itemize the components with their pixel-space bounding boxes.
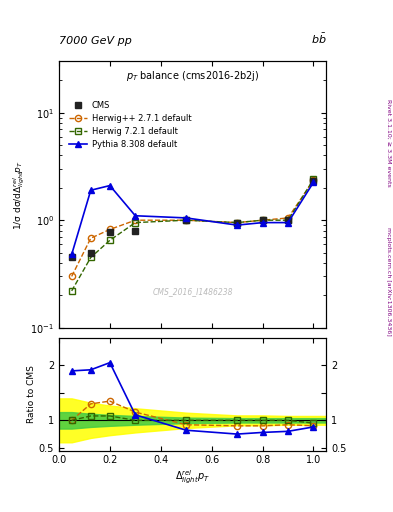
X-axis label: $\Delta^{rel}_{light}p_T$: $\Delta^{rel}_{light}p_T$ xyxy=(175,468,210,485)
Y-axis label: Ratio to CMS: Ratio to CMS xyxy=(27,365,36,423)
Text: Rivet 3.1.10; ≥ 3.3M events: Rivet 3.1.10; ≥ 3.3M events xyxy=(386,99,391,187)
Text: $p_T$ balance (cms2016-2b2j): $p_T$ balance (cms2016-2b2j) xyxy=(126,70,259,83)
Text: mcplots.cern.ch [arXiv:1306.3436]: mcplots.cern.ch [arXiv:1306.3436] xyxy=(386,227,391,336)
Legend: CMS, Herwig++ 2.7.1 default, Herwig 7.2.1 default, Pythia 8.308 default: CMS, Herwig++ 2.7.1 default, Herwig 7.2.… xyxy=(66,98,195,153)
Y-axis label: 1/σ dσ/dΔ$^{rel}_{light}p_T$: 1/σ dσ/dΔ$^{rel}_{light}p_T$ xyxy=(12,160,28,229)
Text: CMS_2016_I1486238: CMS_2016_I1486238 xyxy=(152,287,233,296)
Text: b$\bar{b}$: b$\bar{b}$ xyxy=(310,32,326,46)
Text: 7000 GeV pp: 7000 GeV pp xyxy=(59,36,132,46)
